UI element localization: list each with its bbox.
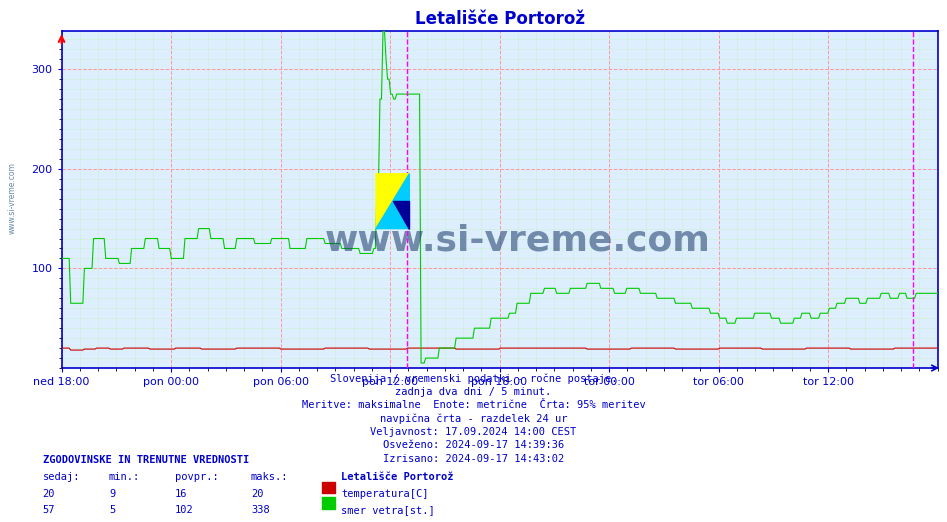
Text: 57: 57 xyxy=(43,505,55,515)
Text: www.si-vreme.com: www.si-vreme.com xyxy=(324,223,710,257)
Text: 102: 102 xyxy=(175,505,194,515)
Title: Letališče Portorož: Letališče Portorož xyxy=(415,10,584,28)
Text: 5: 5 xyxy=(109,505,116,515)
Polygon shape xyxy=(376,174,409,229)
Text: povpr.:: povpr.: xyxy=(175,472,219,482)
Text: 9: 9 xyxy=(109,489,116,499)
Text: maks.:: maks.: xyxy=(251,472,289,482)
Text: sedaj:: sedaj: xyxy=(43,472,80,482)
Text: ZGODOVINSKE IN TRENUTNE VREDNOSTI: ZGODOVINSKE IN TRENUTNE VREDNOSTI xyxy=(43,455,249,465)
Text: 16: 16 xyxy=(175,489,188,499)
Text: temperatura[C]: temperatura[C] xyxy=(341,489,428,499)
Text: www.si-vreme.com: www.si-vreme.com xyxy=(8,162,17,234)
Text: 20: 20 xyxy=(43,489,55,499)
Text: 338: 338 xyxy=(251,505,270,515)
Polygon shape xyxy=(393,201,409,229)
Polygon shape xyxy=(376,174,409,229)
Text: Slovenija / vremenski podatki - ročne postaje.
zadnja dva dni / 5 minut.
Meritve: Slovenija / vremenski podatki - ročne po… xyxy=(302,373,645,464)
Text: smer vetra[st.]: smer vetra[st.] xyxy=(341,505,435,515)
Text: Letališče Portorož: Letališče Portorož xyxy=(341,472,454,482)
Text: min.:: min.: xyxy=(109,472,140,482)
Text: 20: 20 xyxy=(251,489,263,499)
